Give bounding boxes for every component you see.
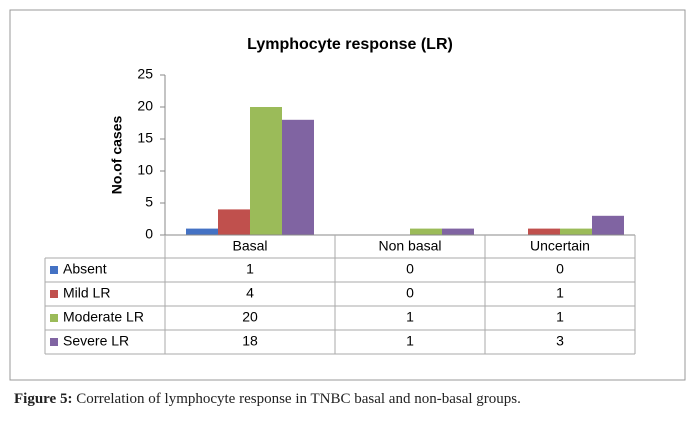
y-axis-label: No.of cases (109, 115, 125, 194)
x-tick-label: Basal (232, 238, 267, 254)
bar (250, 107, 282, 235)
legend-swatch (50, 266, 58, 274)
chart: Lymphocyte response (LR) No.of cases 0 5 1… (9, 9, 686, 381)
legend-label: Moderate LR (63, 309, 144, 325)
caption-label: Figure 5: (14, 391, 73, 407)
bar (282, 119, 314, 235)
table-value: 1 (406, 309, 414, 325)
legend-label: Mild LR (63, 285, 110, 301)
table-value: 1 (556, 285, 564, 301)
caption: Figure 5: Correlation of lymphocyte resp… (14, 390, 682, 409)
table-value: 1 (246, 261, 254, 277)
table-value: 1 (556, 309, 564, 325)
bar (592, 215, 624, 235)
bar (528, 228, 560, 235)
y-tick-label: 25 (137, 66, 153, 82)
chart-frame (9, 9, 686, 381)
table-value: 0 (406, 261, 414, 277)
y-tick-label: 15 (137, 130, 153, 146)
table-value: 1 (406, 333, 414, 349)
table-value: 4 (246, 285, 254, 301)
legend-label: Severe LR (63, 333, 129, 349)
bar (560, 228, 592, 235)
legend-swatch (50, 314, 58, 322)
table-value: 0 (406, 285, 414, 301)
table-value: 20 (242, 309, 258, 325)
x-tick-label: Non basal (378, 238, 441, 254)
y-tick-label: 0 (145, 226, 153, 242)
table-value: 3 (556, 333, 564, 349)
bar (218, 209, 250, 235)
legend-swatch (50, 338, 58, 346)
y-tick-label: 10 (137, 162, 153, 178)
y-tick-label: 20 (137, 98, 153, 114)
bar (442, 228, 474, 235)
y-tick-label: 5 (145, 194, 153, 210)
caption-text: Correlation of lymphocyte response in TN… (76, 391, 521, 407)
table-value: 0 (556, 261, 564, 277)
legend-label: Absent (63, 261, 107, 277)
bar (186, 228, 218, 235)
x-tick-label: Uncertain (530, 238, 590, 254)
chart-title: Lymphocyte response (LR) (247, 36, 453, 53)
bar (410, 228, 442, 235)
table-value: 18 (242, 333, 258, 349)
legend-swatch (50, 290, 58, 298)
